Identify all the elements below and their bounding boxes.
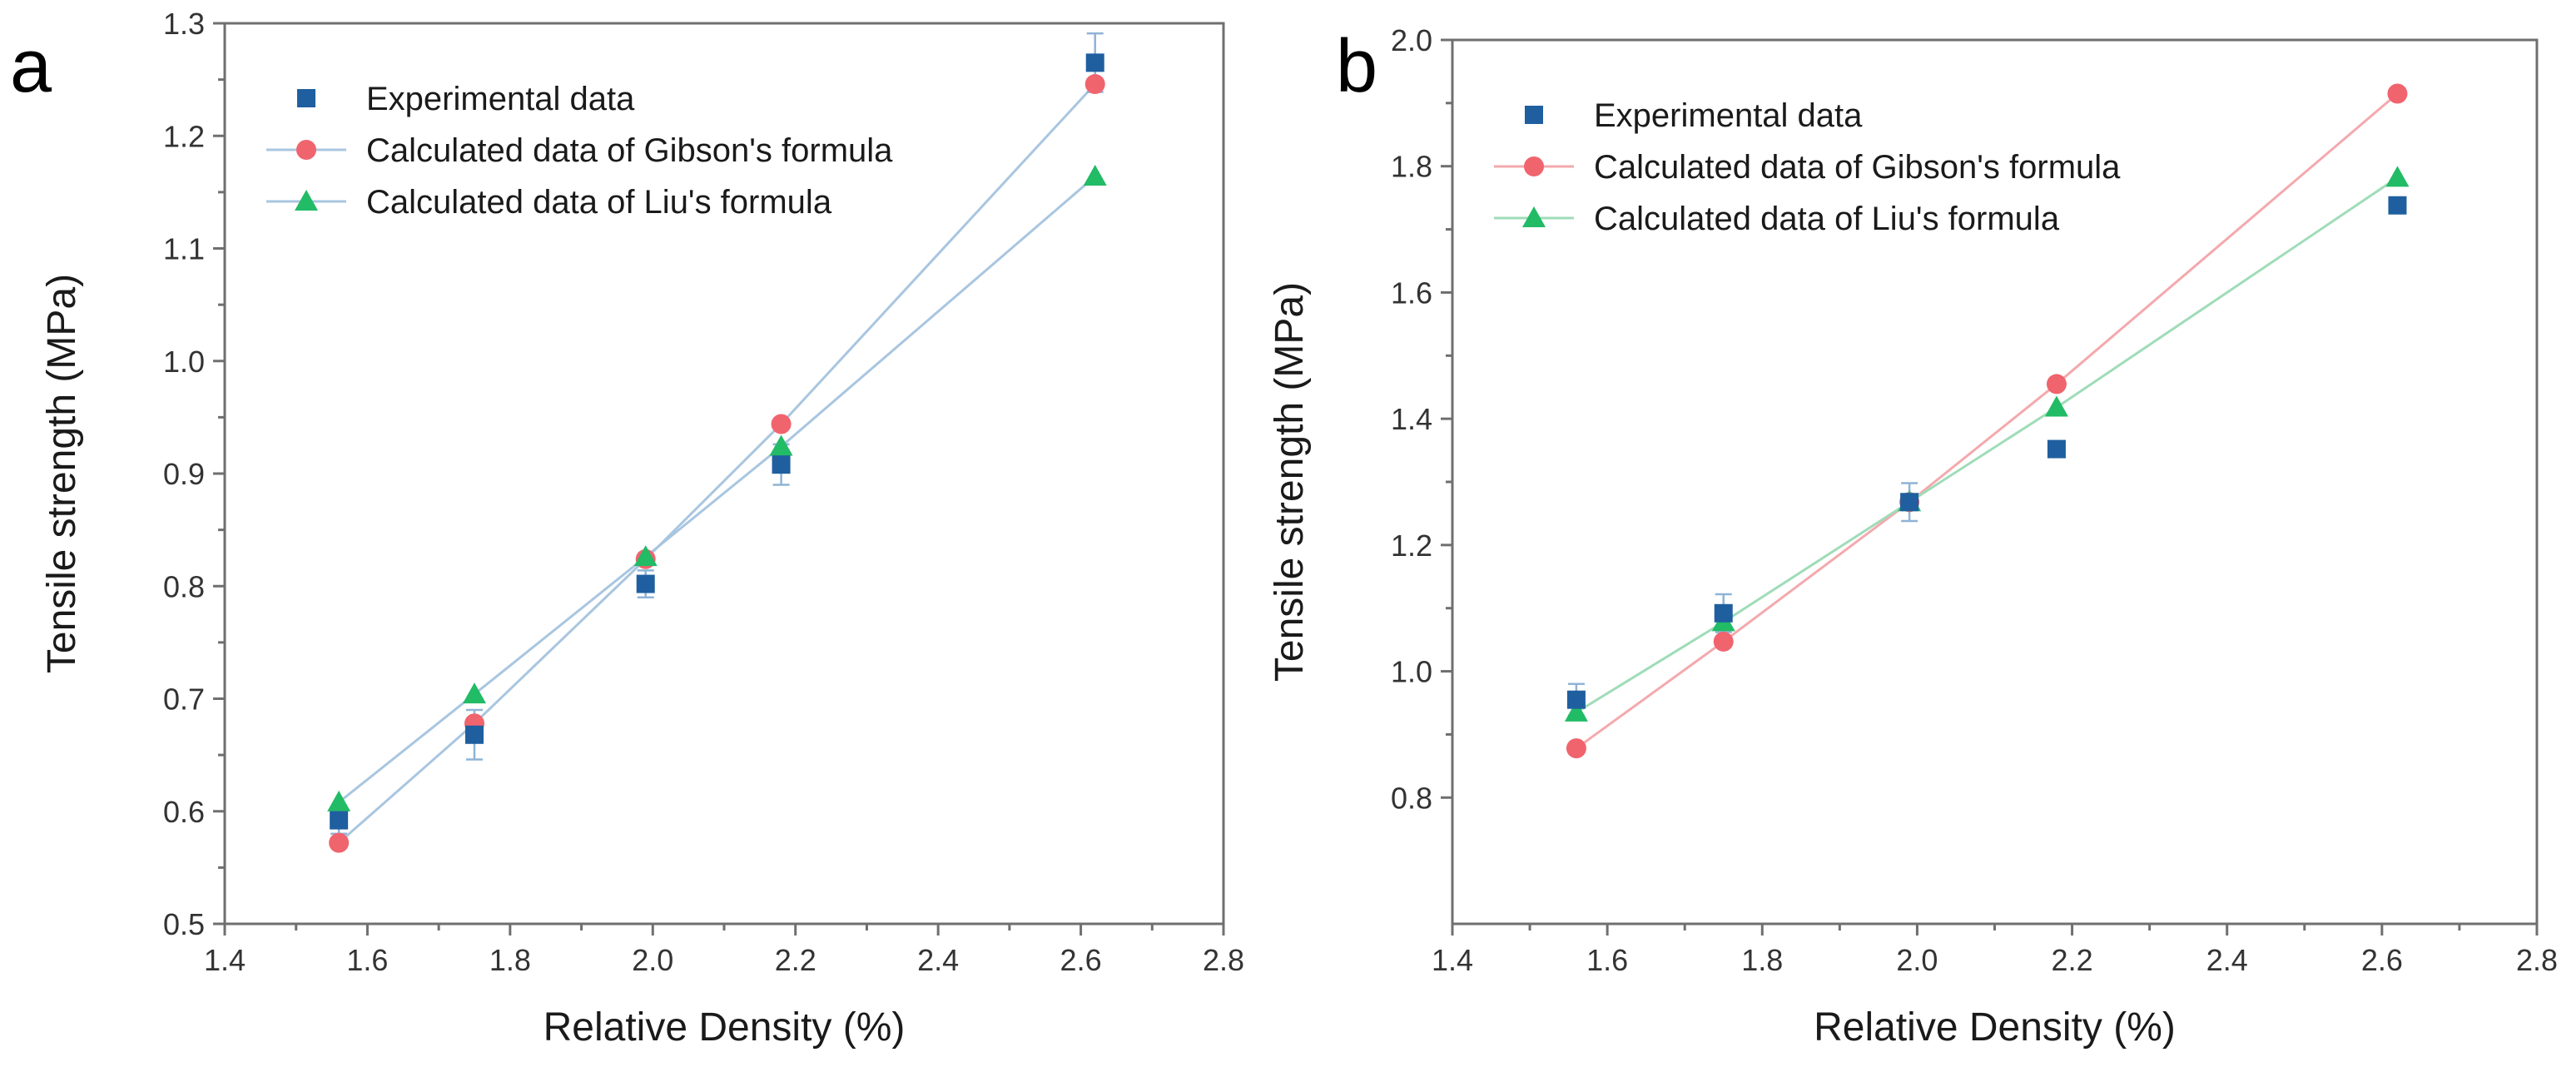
data-point-circle [2387, 83, 2408, 104]
data-point-square [2388, 196, 2407, 215]
data-point-circle [1713, 631, 1734, 652]
data-point-triangle [2044, 395, 2068, 417]
data-point-square [1566, 690, 1586, 709]
data-point-triangle [633, 545, 658, 567]
data-point-triangle [1083, 164, 1107, 186]
x-axis-label: Relative Density (%) [1814, 1005, 2176, 1050]
x-tick-label: 2.0 [632, 943, 673, 977]
chart-panel-b: b 1.4 1.6 1.8 2.0 2.2 2.4 2.6 2.8 0.8 1.0 1.2 1.4 1.6… [1268, 23, 2558, 1050]
x-axis-label: Relative Density (%) [543, 1005, 906, 1050]
x-tick-label: 2.8 [1203, 943, 1244, 977]
x-tick-label: 1.8 [1741, 943, 1783, 977]
x-tick-label: 2.2 [775, 943, 816, 977]
data-point-circle [1085, 74, 1105, 95]
data-point-square [636, 574, 655, 593]
x-tick-label: 2.0 [1896, 943, 1938, 977]
y-tick-label: 0.7 [163, 682, 205, 717]
y-tick-label: 0.8 [1391, 781, 1432, 815]
panel-label: a [10, 25, 52, 108]
legend-label: Calculated data of Gibson's formula [366, 132, 893, 169]
data-point-square [772, 455, 791, 474]
data-point-square [2047, 439, 2066, 459]
data-point-triangle [1564, 700, 1588, 722]
series-line-1 [1576, 92, 2399, 750]
data-point-triangle [769, 434, 793, 456]
legend-marker-square [1525, 106, 1543, 124]
y-tick-label: 1.6 [1391, 275, 1432, 310]
x-tick-label: 2.2 [2052, 943, 2093, 977]
legend: Experimental data Calculated data of Gibs… [266, 81, 893, 221]
data-point-triangle [463, 682, 486, 704]
panel-label: b [1336, 25, 1377, 108]
legend-label: Experimental data [366, 81, 635, 117]
x-tick-label: 1.4 [204, 943, 246, 977]
legend-label: Calculated data of Liu's formula [1594, 201, 2060, 237]
y-tick-label: 1.3 [163, 7, 205, 41]
y-tick-label: 0.6 [163, 795, 205, 829]
data-point-circle [1566, 738, 1586, 759]
data-point-triangle [2385, 166, 2410, 187]
x-tick-label: 2.4 [2206, 943, 2248, 977]
y-axis-label: Tensile strength (MPa) [1268, 282, 1312, 682]
data-point-square [1085, 53, 1104, 72]
legend-marker-circle [296, 140, 316, 160]
y-tick-label: 1.0 [163, 345, 205, 379]
y-tick-label: 0.5 [163, 907, 205, 941]
data-point-circle [771, 414, 792, 434]
y-tick-label: 1.4 [1391, 402, 1432, 436]
series-line-2 [1576, 176, 2399, 714]
x-tick-label: 2.6 [2361, 943, 2403, 977]
y-tick-label: 1.2 [1391, 529, 1432, 563]
x-tick-label: 1.6 [1586, 943, 1628, 977]
data-point-triangle [327, 790, 351, 811]
legend-marker-triangle [295, 190, 318, 211]
x-tick-label: 1.4 [1432, 943, 1473, 977]
x-tick-label: 1.6 [346, 943, 388, 977]
x-tick-label: 2.4 [917, 943, 959, 977]
legend-marker-circle [1524, 156, 1544, 176]
y-tick-label: 0.8 [163, 569, 205, 603]
data-point-square [465, 725, 484, 744]
y-tick-label: 1.2 [163, 119, 205, 153]
y-tick-label: 2.0 [1391, 23, 1432, 57]
x-tick-label: 1.8 [489, 943, 531, 977]
data-point-square [330, 811, 349, 830]
data-point-square [1714, 603, 1733, 623]
legend-label: Calculated data of Liu's formula [366, 184, 832, 221]
y-tick-label: 1.1 [163, 232, 205, 266]
data-point-circle [2046, 374, 2067, 395]
x-tick-label: 2.6 [1060, 943, 1102, 977]
legend-marker-square [297, 89, 315, 107]
chart-panel-a: a 1.4 1.6 1.8 2.0 2.2 2.4 2.6 2.8 0.5 0.6 0.7 0.8 0.9… [10, 7, 1244, 1050]
y-tick-label: 1.0 [1391, 655, 1432, 689]
legend-marker-triangle [1522, 206, 1546, 227]
legend-label: Experimental data [1594, 97, 1863, 134]
legend-label: Calculated data of Gibson's formula [1594, 149, 2121, 186]
y-axis-label: Tensile strength (MPa) [40, 274, 84, 673]
data-point-circle [329, 832, 350, 853]
x-tick-label: 2.8 [2516, 943, 2558, 977]
y-tick-label: 0.9 [163, 457, 205, 491]
data-point-square [1900, 493, 1919, 512]
legend: Experimental data Calculated data of Gibs… [1494, 97, 2121, 237]
y-tick-label: 1.8 [1391, 150, 1432, 184]
